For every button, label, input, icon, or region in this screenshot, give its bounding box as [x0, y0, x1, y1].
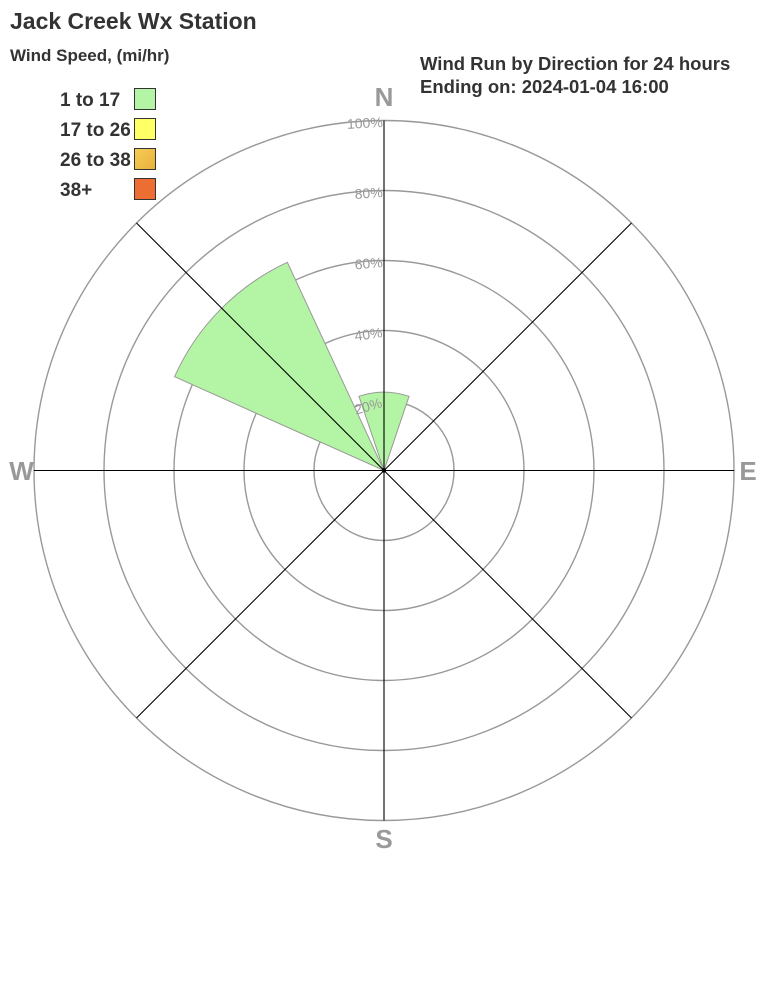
- svg-text:W: W: [9, 456, 34, 486]
- svg-text:80%: 80%: [354, 184, 383, 202]
- svg-text:S: S: [375, 824, 392, 854]
- svg-text:40%: 40%: [353, 324, 383, 344]
- svg-text:N: N: [375, 82, 394, 112]
- svg-text:100%: 100%: [347, 114, 384, 132]
- svg-text:E: E: [739, 456, 756, 486]
- svg-text:60%: 60%: [354, 254, 383, 272]
